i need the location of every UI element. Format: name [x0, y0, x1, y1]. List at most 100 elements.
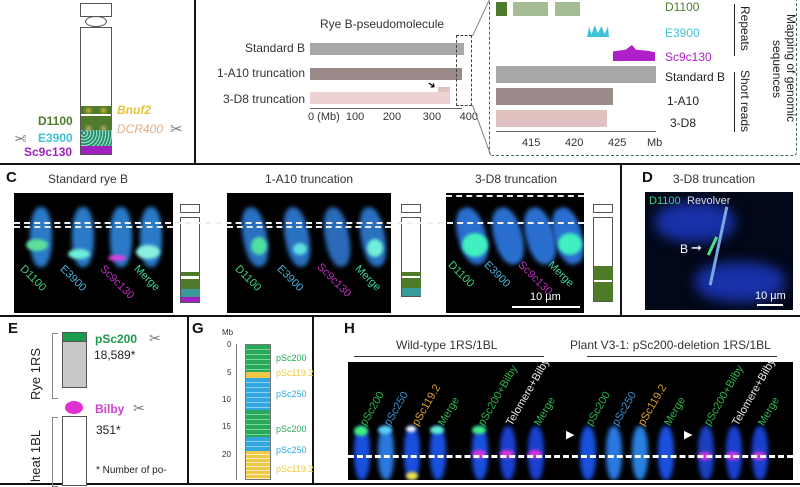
probe-label: pSc250 — [610, 389, 640, 428]
track-3d8 — [496, 110, 607, 127]
track-label-standard: Standard B — [665, 70, 726, 84]
bracket-short-reads — [734, 72, 735, 132]
arm-label-1bl: heat 1BL — [28, 429, 43, 482]
label-sc9c130: Sc9c130 — [24, 145, 73, 159]
alignment-line — [14, 222, 584, 224]
block-label: pSc200 — [276, 353, 307, 363]
tick: 10 — [222, 395, 231, 404]
centromere — [85, 16, 107, 27]
probe-label: Merge — [436, 394, 462, 428]
track-label-d1100: D1100 — [665, 0, 700, 14]
fish-image-3d8: D1100 E3900 Sc9c130 Merge 10 µm — [446, 193, 584, 313]
footnote: * Number of po- — [96, 465, 167, 476]
panel-label-e: E — [8, 320, 19, 337]
scale-bar-label: 10 µm — [755, 290, 786, 302]
band-bnuf2 — [81, 106, 112, 114]
b-chromosome-label: B — [680, 242, 689, 256]
centromere-bilby — [65, 401, 83, 414]
probe-label-revolver: Revolver — [687, 195, 731, 207]
zoom-region-box — [456, 35, 472, 106]
block-label: pSc250 — [276, 445, 307, 455]
label-bnuf2: Bnuf2 — [117, 103, 151, 117]
count-psc200: 18,589* — [94, 348, 136, 362]
tick: 400 — [459, 111, 478, 123]
zoom-inset — [489, 0, 797, 156]
group-underline — [354, 356, 544, 357]
scale-bar — [512, 306, 580, 308]
band — [181, 297, 200, 302]
probe-label: Merge — [131, 263, 163, 294]
chromosome-cap — [80, 3, 112, 17]
label-dcr400: DCR400 — [117, 122, 164, 136]
probe-psc200: pSc200 — [95, 332, 138, 346]
probe-label: Merge — [662, 394, 688, 428]
probe-label: D1100 — [232, 263, 264, 294]
track-label-3d8: 3-D8 — [670, 116, 697, 130]
coverage-bar-standard — [310, 43, 464, 55]
row-label-1a10: 1-A10 truncation — [216, 66, 305, 80]
group-label-repeats: Repeats — [738, 6, 752, 51]
mini-chromosome — [180, 204, 200, 213]
scale-bar — [757, 304, 783, 306]
group-title-deletion: Plant V3-1: pSc200-deletion 1RS/1BL — [570, 338, 771, 352]
tick: 100 — [345, 111, 365, 123]
probe-bilby: Bilby — [95, 402, 125, 416]
band-e3900 — [81, 130, 112, 146]
panel-label-g: G — [192, 320, 204, 337]
bracket-1bl — [52, 417, 58, 487]
probe-label: E3900 — [274, 263, 306, 294]
tick: 300 — [422, 111, 442, 123]
side-title-2: sequences — [770, 40, 784, 99]
track-label-sc9c130: Sc9c130 — [665, 50, 712, 64]
label-d1100: D1100 — [38, 114, 73, 128]
track-1a10 — [496, 88, 613, 105]
bracket-repeats — [734, 4, 735, 56]
probe-label: E3900 — [57, 263, 89, 294]
tick: 0 (Mb) — [308, 111, 340, 123]
fish-image-h: ▶ ▶ pSc200 pSc250 pSc119.2 Merge pSc200+… — [348, 362, 793, 480]
side-title-1: Mapping of genomic — [784, 14, 798, 123]
probe-label: Merge — [756, 394, 782, 428]
band — [402, 272, 421, 276]
zoom-tick: 420 — [565, 137, 584, 149]
block-label: pSc250 — [276, 389, 307, 399]
tick: 0 — [227, 340, 232, 349]
block-label: pSc119.2 — [276, 368, 314, 378]
probe-label-d1100: D1100 — [649, 195, 681, 207]
chromosome-1bl — [62, 416, 87, 486]
coverage-bump-3d8 — [438, 87, 450, 92]
dot-dcr400 — [101, 126, 106, 131]
arrow-icon: ➞ — [691, 240, 702, 255]
band — [181, 272, 200, 276]
arm-label-1rs: Rye 1RS — [28, 347, 43, 400]
group-label-short-reads: Short reads — [738, 70, 752, 133]
band — [181, 289, 200, 297]
alignment-line — [348, 455, 793, 458]
dot-bnuf2 — [86, 108, 91, 113]
scissors-icon: ✂ — [149, 330, 161, 346]
label-e3900: E3900 — [38, 131, 73, 145]
arrowhead-icon: ▶ — [566, 429, 575, 441]
zoom-tick: Mb — [647, 137, 663, 149]
track-standard — [496, 66, 656, 83]
band-psc200 — [62, 332, 87, 342]
probe-label: Merge — [532, 394, 558, 428]
zoom-tick: 425 — [608, 137, 627, 149]
fish-image-metaphase: D1100 Revolver B ➞ 10 µm — [645, 192, 793, 310]
group-title-wildtype: Wild-type 1RS/1BL — [396, 338, 498, 352]
panel-label-c: C — [6, 169, 17, 186]
dot-dcr400 — [86, 126, 91, 131]
fish-image-1a10: D1100 E3900 Sc9c130 Merge — [227, 193, 391, 313]
g-axis — [236, 344, 237, 480]
zoom-x-axis — [496, 131, 656, 132]
probe-label: D1100 — [17, 263, 49, 294]
mini-chromosome — [593, 204, 613, 213]
scissors-icon: ✂ — [170, 121, 183, 138]
coverage-bar-1a10 — [310, 68, 462, 80]
panel-d-title: 3-D8 truncation — [673, 172, 756, 186]
panel-label-d: D — [642, 169, 653, 186]
mini-chromosome-body — [401, 217, 421, 297]
section-title: Standard rye B — [48, 172, 129, 186]
mini-chromosome — [401, 204, 421, 213]
band — [181, 279, 200, 289]
